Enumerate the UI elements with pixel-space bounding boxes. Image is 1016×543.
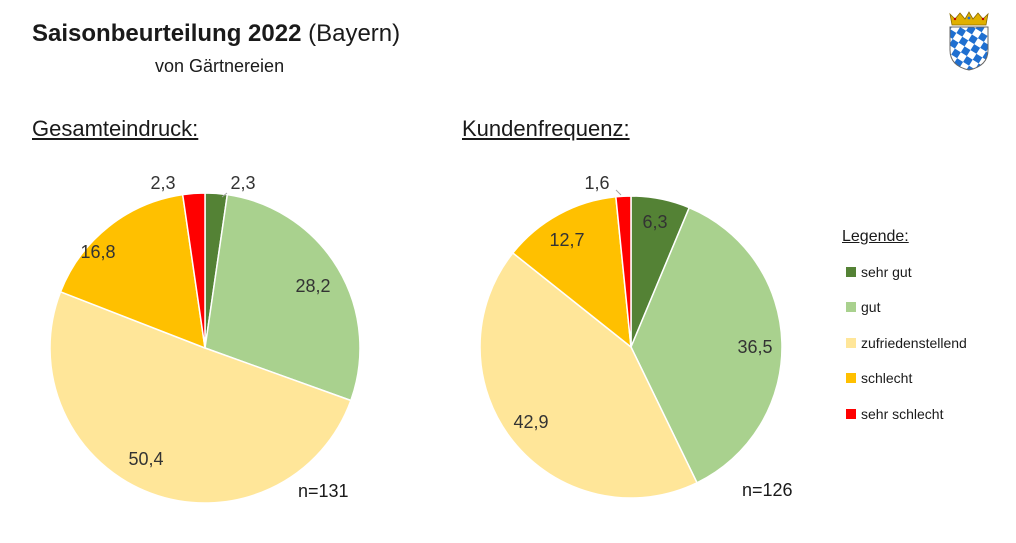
pie1-slice-gut <box>204 193 361 402</box>
pie2-data-label-schlecht: 12,7 <box>549 230 584 250</box>
legend-items: sehr gut gut zufriedenstellend schlecht sehr… <box>830 254 967 432</box>
pie2-slice-gut <box>630 206 783 484</box>
legend-swatch <box>846 373 856 384</box>
pie2-slice-zufriedenstellend <box>479 251 699 499</box>
legend-item-sehr-schlecht: sehr schlecht <box>830 396 967 432</box>
legend-item-zufriedenstellend: zufriedenstellend <box>830 325 967 361</box>
legend-swatch <box>846 302 856 313</box>
pie2-slice-sehr-schlecht <box>615 195 632 348</box>
bavaria-crest-icon <box>949 11 989 71</box>
chart-title: Saisonbeurteilung 2022 (Bayern) <box>32 20 400 48</box>
chart-title-region: (Bayern) <box>308 20 401 47</box>
chart-subtitle: von Gärtnereien <box>155 56 285 76</box>
chart-title-main: Saisonbeurteilung 2022 <box>32 20 302 47</box>
legend-label: gut <box>861 299 881 316</box>
pie1-data-label-gut: 28,2 <box>295 276 330 296</box>
legend-swatch <box>846 266 856 277</box>
pie1-slice-schlecht <box>59 193 206 350</box>
legend-label: schlecht <box>861 370 913 387</box>
legend-label: sehr gut <box>861 263 912 280</box>
legend-label: sehr schlecht <box>861 405 944 422</box>
pie1-slice-sehr-schlecht <box>181 192 206 349</box>
pie2-data-label-gut: 36,5 <box>737 337 772 357</box>
pie1-title: Gesamteindruck: <box>32 116 199 141</box>
pie2-sample-size: n=126 <box>742 480 793 500</box>
pie1-data-label-schlecht: 16,8 <box>80 242 115 262</box>
legend-item-gut: gut <box>830 290 967 326</box>
legend-swatch <box>846 408 856 419</box>
legend-item-sehr-gut: sehr gut <box>830 254 967 290</box>
pie1-sample-size: n=131 <box>298 481 349 501</box>
legend-title: Legende: <box>842 228 909 245</box>
pie1-data-label-sehr-schlecht: 2,3 <box>150 173 175 193</box>
pie2-slice-schlecht <box>511 195 632 349</box>
pie2-data-label-sehr-gut: 6,3 <box>642 212 667 232</box>
legend-swatch <box>846 337 856 348</box>
pie2-data-label-sehr-schlecht: 1,6 <box>584 173 609 193</box>
legend-label: zufriedenstellend <box>861 334 967 351</box>
pie2-data-label-zufriedenstellend: 42,9 <box>513 412 548 432</box>
pie1-leader-line-0 <box>221 192 228 198</box>
pie1-data-label-zufriedenstellend: 50,4 <box>128 449 163 469</box>
pie1-data-label-sehr-gut: 2,3 <box>230 173 255 193</box>
pie2-leader-line-4 <box>615 189 622 196</box>
legend-item-schlecht: schlecht <box>830 361 967 397</box>
legend: Legende: sehr gut gut zufriedenstellend sch… <box>830 228 967 432</box>
pie2-title: Kundenfrequenz: <box>462 116 630 141</box>
pie1-slice-zufriedenstellend <box>49 290 352 504</box>
